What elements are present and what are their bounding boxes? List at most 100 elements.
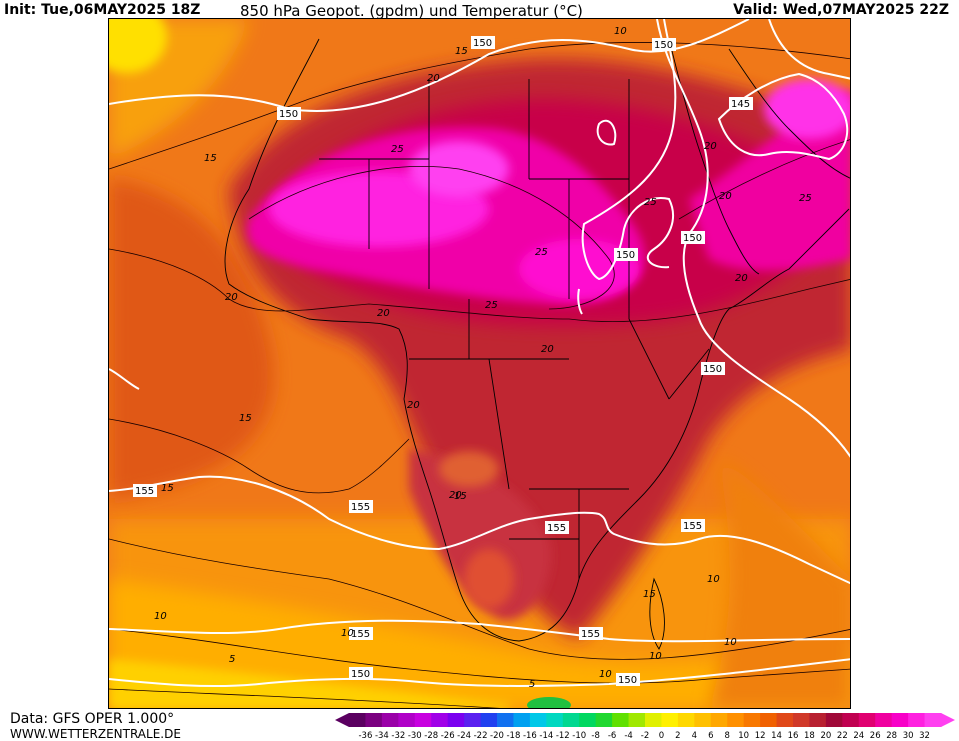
svg-text:150: 150 <box>616 250 635 261</box>
scale-tick-label: 4 <box>692 731 697 741</box>
scale-swatch <box>760 713 778 727</box>
isotherm-label: 15 <box>161 483 174 494</box>
scale-tick-label: -2 <box>641 731 649 741</box>
scale-swatch <box>480 713 498 727</box>
scale-swatch <box>743 713 761 727</box>
svg-text:155: 155 <box>547 523 566 534</box>
scale-swatch <box>645 713 662 727</box>
scale-swatch <box>431 713 449 727</box>
geopotential-label: 150 <box>349 667 373 680</box>
scale-swatch <box>891 713 909 727</box>
scale-swatch <box>612 713 630 727</box>
isotherm-label: 20 <box>225 292 238 303</box>
scale-swatch <box>661 713 679 727</box>
scale-swatch <box>809 713 827 727</box>
coastlines <box>224 38 850 650</box>
isotherm-label: 20 <box>407 400 420 411</box>
geopotential-label: 150 <box>616 673 640 686</box>
scale-tick-label: -26 <box>441 731 455 741</box>
site-url: WWW.WETTERZENTRALE.DE <box>10 727 181 741</box>
scale-tick-label: 12 <box>755 731 766 741</box>
isotherm-label: 20 <box>541 344 554 355</box>
isotherm-label: 20 <box>735 273 748 284</box>
scale-swatch <box>529 713 547 727</box>
scale-tick-label: 30 <box>903 731 914 741</box>
svg-text:145: 145 <box>731 99 750 110</box>
scale-tick-label: -28 <box>424 731 438 741</box>
geopotential-label: 145 <box>729 97 753 110</box>
svg-text:150: 150 <box>654 40 673 51</box>
isotherm-label: 20 <box>449 490 462 501</box>
scale-tick-label: 16 <box>788 731 799 741</box>
scale-tick-label: -22 <box>474 731 488 741</box>
scale-tick-label: 18 <box>804 731 815 741</box>
scale-tick-label: 22 <box>837 731 848 741</box>
isotherm-label: 25 <box>644 197 657 208</box>
scale-tick-label: 20 <box>820 731 831 741</box>
data-source: Data: GFS OPER 1.000° <box>10 711 175 727</box>
geopotential-label: 150 <box>652 38 676 51</box>
scale-swatch <box>842 713 860 727</box>
scale-swatch <box>447 713 465 727</box>
isotherm-label: 10 <box>649 651 662 662</box>
scale-swatch <box>349 713 366 727</box>
scale-tick-label: 32 <box>919 731 930 741</box>
isotherm-label: 20 <box>377 308 390 319</box>
svg-text:150: 150 <box>683 233 702 244</box>
svg-text:155: 155 <box>351 629 370 640</box>
scale-swatch <box>924 713 942 727</box>
geopotential-label: 155 <box>349 500 373 513</box>
scale-tick-label: -8 <box>591 731 599 741</box>
geopotential-label: 155 <box>579 627 603 640</box>
scale-swatch <box>579 713 597 727</box>
geopotential-label: 150 <box>614 248 638 261</box>
svg-text:150: 150 <box>703 364 722 375</box>
scale-swatch <box>414 713 432 727</box>
scale-swatch <box>875 713 893 727</box>
scale-swatch <box>858 713 876 727</box>
isotherm-label: 5 <box>529 679 535 690</box>
scale-swatch <box>513 713 531 727</box>
scale-tick-label: -24 <box>457 731 471 741</box>
map-canvas: 150 150 150 145 150 150 150 155 155 155 … <box>109 19 850 708</box>
isotherm-label: 10 <box>599 669 612 680</box>
scale-swatch <box>727 713 745 727</box>
svg-text:150: 150 <box>351 669 370 680</box>
isotherm-label-layer: 15 20 25 15 25 25 25 20 20 20 20 20 20 2… <box>154 26 812 690</box>
geopotential-label: 155 <box>349 627 373 640</box>
scale-tick-label: -36 <box>358 731 372 741</box>
color-scale-ticks: -36 -34 -32 -30 -28 -26 -24 -22 -20 -18 -16 -14 -12-… <box>358 731 929 741</box>
isotherm-label: 15 <box>454 491 467 502</box>
geopotential-contours <box>109 19 850 688</box>
scale-tick-label: -4 <box>624 731 632 741</box>
scale-tick-label: -12 <box>556 731 570 741</box>
geopotential-label: 150 <box>471 36 495 49</box>
scale-swatch <box>694 713 712 727</box>
svg-text:150: 150 <box>279 109 298 120</box>
scale-max-arrow <box>941 713 955 727</box>
svg-text:155: 155 <box>135 486 154 497</box>
valid-time: Valid: Wed,07MAY2025 22Z <box>733 2 949 18</box>
isotherm-label: 15 <box>455 46 468 57</box>
scale-tick-label: 26 <box>870 731 881 741</box>
geopotential-label: 150 <box>277 107 301 120</box>
scale-swatch <box>628 713 646 727</box>
isotherm-label: 15 <box>239 413 252 424</box>
scale-tick-label: -30 <box>408 731 422 741</box>
svg-text:155: 155 <box>683 521 702 532</box>
isotherm-label: 10 <box>614 26 627 37</box>
scale-swatch <box>546 713 564 727</box>
isotherm-label: 25 <box>391 144 404 155</box>
isotherm-label: 20 <box>719 191 732 202</box>
geopotential-label: 155 <box>681 519 705 532</box>
isotherm-label: 10 <box>341 628 354 639</box>
isotherm-label: 25 <box>485 300 498 311</box>
scale-swatch <box>825 713 843 727</box>
scale-swatch <box>595 713 613 727</box>
isotherm-label: 25 <box>535 247 548 258</box>
map-title: 850 hPa Geopot. (gpdm) und Temperatur (°… <box>240 2 583 20</box>
scale-min-arrow <box>335 713 349 727</box>
scale-tick-label: -14 <box>539 731 553 741</box>
svg-text:155: 155 <box>351 502 370 513</box>
isotherm-label: 25 <box>799 193 812 204</box>
